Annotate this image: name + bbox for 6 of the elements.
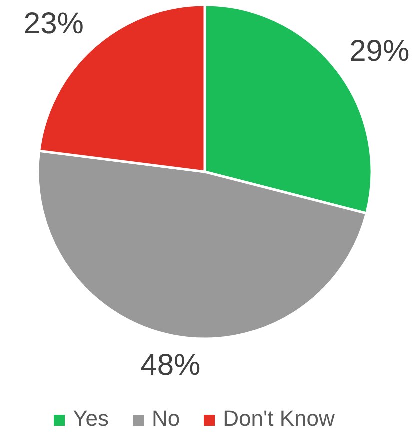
data-label: 48% (140, 349, 201, 382)
legend-label: Yes (73, 406, 109, 431)
legend-label: No (152, 406, 180, 431)
data-label: 29% (350, 34, 410, 68)
data-label: 23% (24, 8, 84, 41)
legend-label: Don't Know (223, 406, 335, 431)
